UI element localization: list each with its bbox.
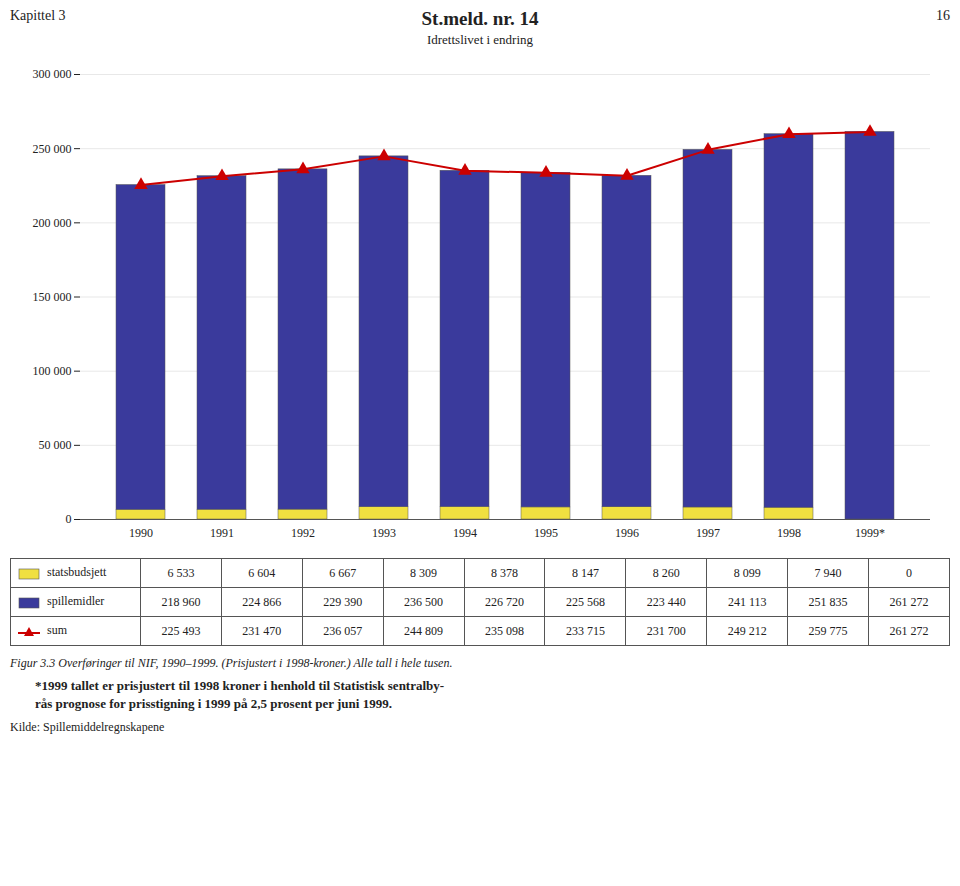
html-text:261 272: 261 272 bbox=[889, 623, 929, 638]
svg-text:1993: 1993 bbox=[372, 526, 396, 540]
html-text:225 493: 225 493 bbox=[161, 623, 201, 638]
html-text:8 099: 8 099 bbox=[733, 565, 761, 580]
svg-text:300 000: 300 000 bbox=[33, 67, 72, 81]
html-text:*1999 tallet er prisjustert ti: *1999 tallet er prisjustert til 1998 kro… bbox=[35, 678, 445, 693]
html-text:233 715: 233 715 bbox=[565, 623, 605, 638]
svg-text:1994: 1994 bbox=[453, 526, 477, 540]
html-text:231 700: 231 700 bbox=[646, 623, 686, 638]
svg-text:0: 0 bbox=[66, 512, 72, 526]
html-text:225 568: 225 568 bbox=[565, 594, 605, 609]
svg-text:1998: 1998 bbox=[777, 526, 801, 540]
html-text:229 390: 229 390 bbox=[323, 594, 363, 609]
svg-text:50 000: 50 000 bbox=[39, 438, 72, 452]
html-text:8 260: 8 260 bbox=[652, 565, 680, 580]
html-text:236 057: 236 057 bbox=[323, 623, 363, 638]
html-text:6 604: 6 604 bbox=[248, 565, 276, 580]
html-text:rås prognose for prisstigning: rås prognose for prisstigning i 1999 på … bbox=[35, 695, 392, 711]
html-text:244 809: 244 809 bbox=[404, 623, 444, 638]
html-text:statsbudsjett: statsbudsjett bbox=[47, 565, 107, 580]
svg-text:1996: 1996 bbox=[615, 526, 639, 540]
html-text:249 212: 249 212 bbox=[727, 623, 767, 638]
html-text:236 500: 236 500 bbox=[404, 594, 444, 609]
svg-text:100 000: 100 000 bbox=[33, 364, 72, 378]
svg-text:1990: 1990 bbox=[129, 526, 153, 540]
html-text:231 470: 231 470 bbox=[242, 623, 282, 638]
svg-text:150 000: 150 000 bbox=[33, 290, 72, 304]
html-text:235 098: 235 098 bbox=[485, 623, 524, 638]
svg-text:1999*: 1999* bbox=[855, 526, 885, 540]
svg-text:250 000: 250 000 bbox=[33, 142, 72, 156]
html-text:Figur 3.3 Overføringer til NIF: Figur 3.3 Overføringer til NIF, 1990–199… bbox=[10, 656, 453, 670]
html-text:7 940: 7 940 bbox=[814, 565, 842, 580]
html-text:6 667: 6 667 bbox=[329, 565, 357, 580]
html-text:8 378: 8 378 bbox=[491, 565, 518, 580]
svg-text:1991: 1991 bbox=[210, 526, 234, 540]
html-text:223 440: 223 440 bbox=[646, 594, 686, 609]
html-text:0: 0 bbox=[906, 565, 912, 580]
html-text:St.meld. nr. 14: St.meld. nr. 14 bbox=[421, 8, 539, 29]
svg-text:200 000: 200 000 bbox=[33, 216, 72, 230]
html-text:259 775: 259 775 bbox=[808, 623, 848, 638]
html-text:226 720: 226 720 bbox=[485, 594, 524, 609]
html-text:261 272: 261 272 bbox=[889, 594, 929, 609]
html-text:spillemidler: spillemidler bbox=[47, 594, 105, 609]
svg-text:1992: 1992 bbox=[291, 526, 315, 540]
html-text:Kapittel 3: Kapittel 3 bbox=[10, 8, 66, 23]
html-text:241 113: 241 113 bbox=[727, 594, 767, 609]
html-text:224 866: 224 866 bbox=[242, 594, 282, 609]
html-text:218 960: 218 960 bbox=[161, 594, 201, 609]
html-text:Kilde: Spillemiddelregnskapene: Kilde: Spillemiddelregnskapene bbox=[10, 720, 165, 735]
html-text:sum: sum bbox=[47, 623, 67, 638]
html-text:8 309: 8 309 bbox=[410, 565, 438, 580]
html-text:16: 16 bbox=[936, 8, 950, 23]
svg-text:1997: 1997 bbox=[696, 526, 720, 540]
svg-text:1995: 1995 bbox=[534, 526, 558, 540]
html-text:251 835: 251 835 bbox=[808, 594, 848, 609]
html-text:Idrettslivet i endring: Idrettslivet i endring bbox=[426, 32, 534, 47]
html-text:6 533: 6 533 bbox=[167, 565, 195, 580]
html-text:8 147: 8 147 bbox=[571, 565, 599, 580]
